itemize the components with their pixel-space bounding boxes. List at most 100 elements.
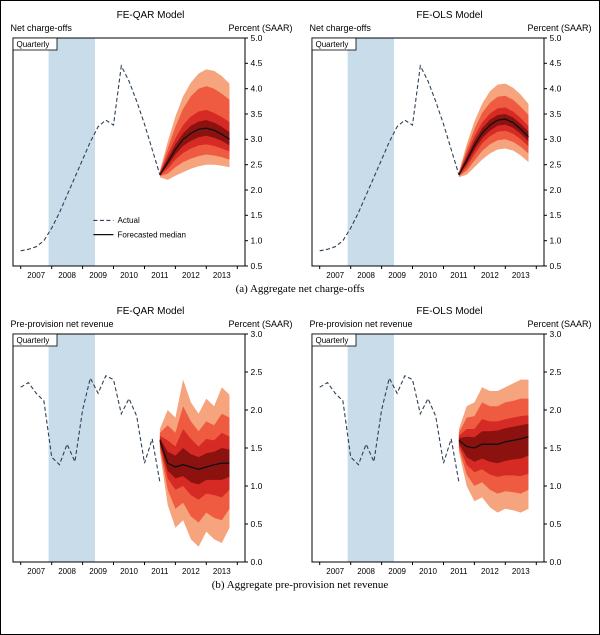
actual-line (20, 64, 160, 252)
y-tick-label: 1.5 (549, 210, 561, 220)
y-tick-label: 4.0 (250, 84, 262, 94)
y-tick-label: 2.5 (549, 160, 561, 170)
median-line (158, 127, 230, 176)
y-tick-label: 3.5 (549, 109, 561, 119)
y-tick-label: 2.5 (549, 367, 561, 377)
y-tick-label: 0.5 (549, 261, 561, 271)
y-tick-label: 0.5 (549, 519, 561, 529)
actual-line (319, 64, 459, 252)
chart-title: FE-QAR Model (116, 306, 185, 317)
y-tick-label: 3.0 (250, 134, 262, 144)
y-tick-label: 4.5 (549, 58, 561, 68)
series-label: Pre-provision net revenue (309, 319, 413, 329)
chart-qar-net-charge-offs: 0.5 1.0 1.5 2.0 2.5 3.0 3.5 4.0 4.5 5.0 2007 2008 20… (12, 34, 262, 280)
x-tick-label: 2008 (58, 567, 76, 576)
x-tick-label: 2012 (481, 271, 499, 280)
y-tick-label: 1.5 (250, 443, 262, 453)
chart-row-ppnr: FE-QAR Model Pre-provision net revenue P… (1, 304, 599, 578)
x-tick-label: 2007 (27, 567, 45, 576)
y-tick-label: 1.5 (250, 210, 262, 220)
fan-band-3 (458, 423, 528, 464)
axis-header-row: Pre-provision net revenue Percent (SAAR) (302, 319, 598, 330)
y-tick-label: 2.0 (549, 405, 561, 415)
unit-label: Percent (SAAR) (228, 23, 293, 33)
x-tick-label: 2011 (450, 567, 468, 576)
chart-ols-ppnr: 0.0 0.5 1.0 1.5 2.0 2.5 3.0 2007 2008 2009 2010 201… (311, 330, 561, 576)
x-tick-label: 2011 (450, 271, 468, 280)
x-tick-label: 2013 (511, 567, 529, 576)
unit-label: Percent (SAAR) (527, 23, 592, 33)
frequency-label: Quarterly (16, 336, 49, 345)
frequency-label: Quarterly (315, 336, 348, 345)
y-tick-label: 3.5 (250, 109, 262, 119)
frequency-box (12, 37, 57, 51)
fan-band-3 (458, 114, 528, 176)
caption-b: (b) Aggregate pre-provision net revenue (211, 579, 389, 591)
frequency-label: Quarterly (315, 40, 348, 49)
x-tick-label: 2013 (212, 567, 230, 576)
chart-title: FE-OLS Model (416, 306, 483, 317)
fan-band-3 (159, 438, 229, 485)
series-label: Net charge-offs (10, 23, 72, 33)
y-tick-label: 1.0 (549, 481, 561, 491)
recession-band (347, 334, 394, 562)
x-tick-label: 2010 (120, 567, 138, 576)
y-tick-label: 0.0 (250, 557, 262, 567)
axis-header-row: Net charge-offs Percent (SAAR) (302, 23, 598, 34)
x-tick-label: 2007 (326, 271, 344, 280)
y-tick-label: 2.5 (250, 160, 262, 170)
y-tick-label: 0.5 (250, 261, 262, 271)
chart-ols-net-charge-offs: 0.5 1.0 1.5 2.0 2.5 3.0 3.5 4.0 4.5 5.0 2007 2008 20… (311, 34, 561, 280)
x-tick-label: 2012 (182, 271, 200, 280)
y-tick-label: 1.0 (250, 481, 262, 491)
y-tick-label: 5.0 (250, 34, 262, 43)
fan-band-3 (159, 120, 229, 176)
recession-band (48, 334, 95, 562)
chart-title: FE-OLS Model (416, 10, 483, 21)
median-line (457, 435, 529, 449)
legend-actual-label: Actual (117, 216, 139, 225)
plot-frame (311, 37, 544, 267)
chart-qar-ppnr: 0.0 0.5 1.0 1.5 2.0 2.5 3.0 2007 2008 2009 2010 201… (12, 330, 262, 576)
y-tick-label: 3.0 (250, 330, 262, 339)
x-tick-label: 2009 (89, 567, 107, 576)
y-tick-label: 1.0 (250, 236, 262, 246)
x-tick-label: 2007 (27, 271, 45, 280)
x-tick-label: 2009 (388, 567, 406, 576)
y-tick-label: 2.0 (250, 185, 262, 195)
axis-header-row: Net charge-offs Percent (SAAR) (3, 23, 299, 34)
x-tick-label: 2011 (151, 567, 169, 576)
x-tick-label: 2010 (120, 271, 138, 280)
x-tick-label: 2010 (419, 567, 437, 576)
x-tick-label: 2011 (151, 271, 169, 280)
panel-ols-net-charge-offs: FE-OLS Model Net charge-offs Percent (SA… (300, 8, 599, 282)
y-tick-label: 4.5 (250, 58, 262, 68)
actual-line (19, 375, 160, 483)
x-tick-label: 2007 (326, 567, 344, 576)
y-tick-label: 2.5 (250, 367, 262, 377)
x-tick-label: 2008 (58, 271, 76, 280)
x-tick-label: 2012 (481, 567, 499, 576)
chart-title: FE-QAR Model (116, 10, 185, 21)
x-tick-label: 2008 (357, 271, 375, 280)
x-tick-label: 2013 (212, 271, 230, 280)
y-tick-label: 2.0 (549, 185, 561, 195)
actual-line (318, 375, 459, 483)
x-tick-label: 2012 (182, 567, 200, 576)
frequency-box (311, 333, 356, 347)
median-line (158, 440, 229, 470)
panel-qar-ppnr: FE-QAR Model Pre-provision net revenue P… (1, 304, 300, 578)
caption-a: (a) Aggregate net charge-offs (235, 283, 365, 295)
unit-label: Percent (SAAR) (527, 319, 592, 329)
y-tick-label: 1.5 (549, 443, 561, 453)
frequency-label: Quarterly (16, 40, 49, 49)
series-label: Pre-provision net revenue (10, 319, 114, 329)
frequency-box (311, 37, 356, 51)
recession-band (347, 38, 394, 266)
frequency-box (12, 333, 57, 347)
plot-frame (12, 37, 245, 267)
y-tick-label: 5.0 (549, 34, 561, 43)
series-label: Net charge-offs (309, 23, 371, 33)
axis-header-row: Pre-provision net revenue Percent (SAAR) (3, 319, 299, 330)
